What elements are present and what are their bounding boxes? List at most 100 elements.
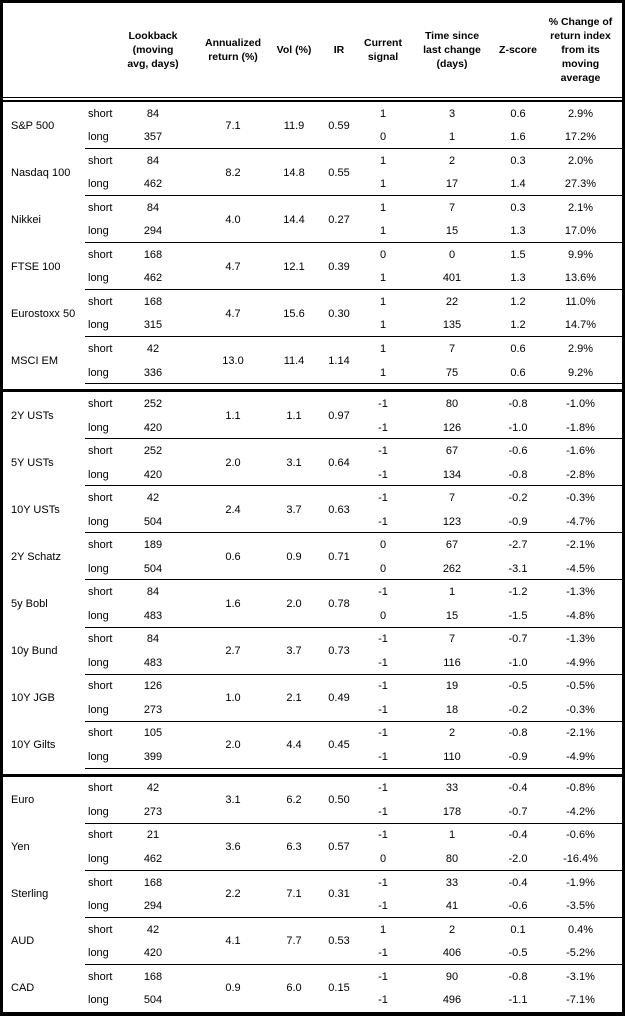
cell-pct-change-short: -0.6% [566, 829, 595, 842]
cell-time-since-change-short: 33 [445, 782, 459, 795]
cell-pct-change-short: 2.9% [567, 342, 594, 355]
cell-zscore-short: 0.3 [510, 154, 526, 167]
cell-lookback-short: 252 [143, 398, 163, 411]
cell-lookback-short: 84 [146, 201, 160, 214]
horizon-label-long: long [88, 272, 109, 285]
cell-vol: 2.1 [286, 692, 302, 705]
cell-lookback-short: 84 [146, 633, 160, 646]
horizon-label-short: short [88, 633, 113, 646]
cell-time-since-change-short: 1 [448, 586, 456, 599]
table-body: S&P 500 short long 84 357 7.1 11.9 0.59 … [3, 102, 622, 1012]
horizon-label-short: short [88, 107, 113, 120]
asset-group-row: 10y Bund short long 84 483 2.7 3.7 0.73 … [3, 628, 622, 675]
cell-pct-change-long: -4.9% [566, 750, 595, 763]
cell-zscore-long: 1.3 [510, 272, 526, 285]
cell-signal-short: 1 [379, 154, 387, 167]
cell-ir: 0.78 [328, 597, 350, 610]
cell-pct-change-long: -4.7% [566, 515, 595, 528]
cell-ir: 0.39 [328, 260, 350, 273]
cell-zscore-long: -0.5 [508, 947, 528, 960]
cell-signal-short: -1 [378, 633, 388, 646]
cell-pct-change-short: -1.3% [566, 633, 595, 646]
cell-time-since-change-long: 75 [445, 366, 459, 379]
cell-lookback-short: 84 [146, 586, 160, 599]
cell-vol: 7.7 [286, 935, 302, 948]
cell-pct-change-long: 14.7% [564, 319, 597, 332]
cell-lookback-short: 168 [143, 876, 163, 889]
cell-signal-short: 1 [379, 342, 387, 355]
cell-pct-change-short: -1.0% [566, 398, 595, 411]
horizon-label-long: long [88, 852, 109, 865]
cell-signal-short: 0 [379, 539, 387, 552]
cell-annualized-return: 7.1 [225, 119, 241, 132]
cell-lookback-short: 168 [143, 970, 163, 983]
cell-annualized-return: 0.6 [225, 550, 241, 563]
asset-group-row: Nasdaq 100 short long 84 462 8.2 14.8 0.… [3, 149, 622, 197]
cell-annualized-return: 4.0 [225, 213, 241, 226]
cell-pct-change-short: 9.9% [567, 248, 594, 261]
cell-vol: 6.0 [286, 982, 302, 995]
asset-name: 2Y Schatz [11, 550, 61, 563]
cell-ir: 0.30 [328, 307, 350, 320]
asset-group-row: 2Y USTs short long 252 420 1.1 1.1 0.97 … [3, 392, 622, 440]
cell-annualized-return: 1.6 [225, 597, 241, 610]
cell-lookback-long: 273 [143, 805, 163, 818]
cell-lookback-long: 336 [143, 366, 163, 379]
horizon-label-short: short [88, 539, 113, 552]
cell-annualized-return: 0.9 [225, 982, 241, 995]
cell-pct-change-short: -2.1% [566, 539, 595, 552]
section-separator [3, 768, 622, 777]
col-header-ir: IR [333, 44, 345, 56]
asset-group-row: CAD short long 168 504 0.9 6.0 0.15 -1 -… [3, 965, 622, 1012]
cell-signal-long: 0 [379, 609, 387, 622]
horizon-label-long: long [88, 515, 109, 528]
cell-ir: 0.31 [328, 888, 350, 901]
cell-zscore-long: -0.8 [508, 468, 528, 481]
cell-pct-change-long: -4.5% [566, 562, 595, 575]
horizon-label-short: short [88, 876, 113, 889]
cell-time-since-change-long: 116 [443, 656, 461, 669]
cell-signal-long: -1 [378, 421, 388, 434]
cell-lookback-long: 420 [143, 421, 163, 434]
cell-zscore-short: -0.4 [508, 876, 528, 889]
horizon-label-long: long [88, 609, 109, 622]
horizon-label-short: short [88, 445, 113, 458]
cell-lookback-short: 168 [143, 248, 163, 261]
cell-ir: 0.55 [328, 166, 350, 179]
cell-time-since-change-short: 3 [448, 107, 456, 120]
asset-name: 10Y JGB [11, 692, 55, 705]
horizon-label-long: long [88, 656, 109, 669]
horizon-label-short: short [88, 201, 113, 214]
cell-pct-change-short: -1.3% [566, 586, 595, 599]
cell-time-since-change-short: 67 [445, 539, 459, 552]
cell-zscore-long: -0.7 [508, 805, 528, 818]
asset-group-row: Eurostoxx 50 short long 168 315 4.7 15.6… [3, 290, 622, 338]
asset-name: AUD [11, 935, 35, 948]
cell-signal-long: 1 [379, 225, 387, 238]
horizon-label-long: long [88, 178, 109, 191]
horizon-label-short: short [88, 727, 113, 740]
cell-time-since-change-short: 7 [448, 201, 456, 214]
cell-annualized-return: 2.2 [225, 888, 241, 901]
horizon-label-long: long [88, 750, 109, 763]
cell-signal-short: -1 [378, 970, 388, 983]
cell-time-since-change-long: 135 [442, 319, 462, 332]
cell-annualized-return: 3.6 [225, 841, 241, 854]
cell-pct-change-long: -16.4% [563, 852, 598, 865]
cell-signal-long: -1 [378, 947, 388, 960]
cell-annualized-return: 13.0 [222, 354, 244, 367]
horizon-label-long: long [88, 994, 109, 1007]
asset-group-row: 5y Bobl short long 84 483 1.6 2.0 0.78 -… [3, 580, 622, 628]
horizon-label-long: long [88, 225, 109, 238]
cell-signal-long: 1 [379, 178, 387, 191]
cell-zscore-long: 1.2 [510, 319, 526, 332]
cell-time-since-change-long: 18 [445, 703, 459, 716]
cell-annualized-return: 1.0 [225, 692, 241, 705]
horizon-label-short: short [88, 970, 113, 983]
col-header-vol: Vol (%) [276, 44, 312, 56]
cell-zscore-long: -0.9 [508, 750, 528, 763]
cell-time-since-change-short: 22 [445, 295, 459, 308]
cell-lookback-short: 168 [143, 295, 163, 308]
asset-name: 10y Bund [11, 645, 58, 658]
cell-ir: 0.64 [328, 456, 350, 469]
